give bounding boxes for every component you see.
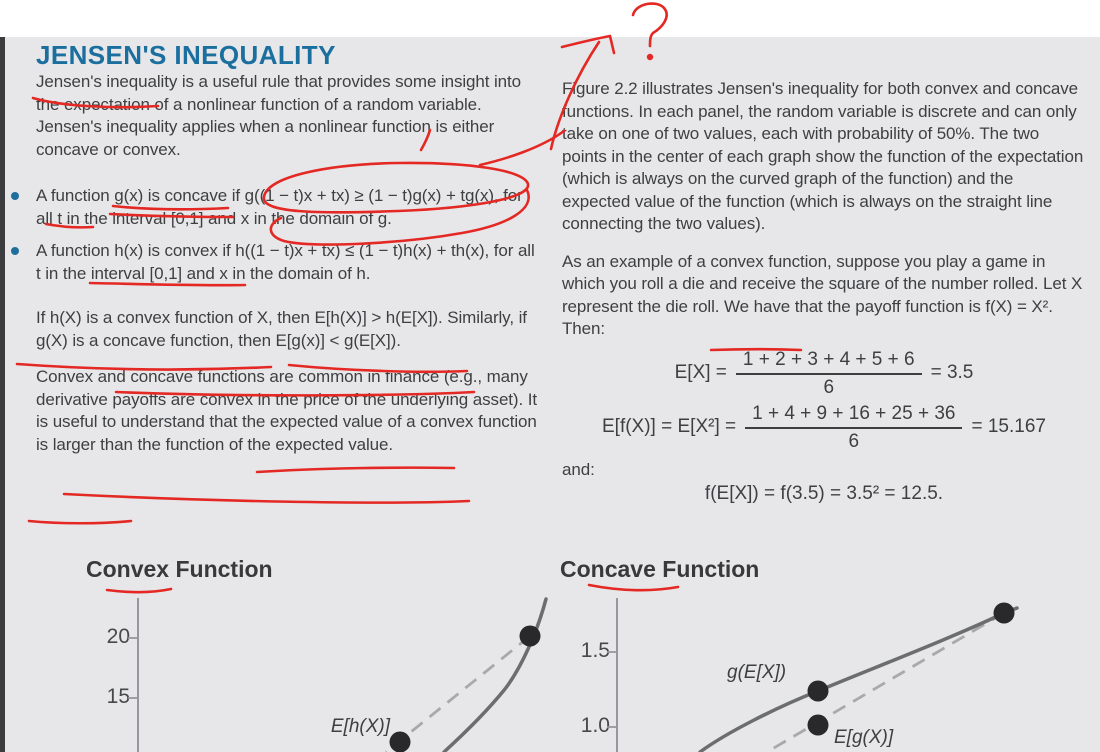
equation-expected-value: E[X] = 1 + 2 + 3 + 4 + 5 + 6 6 = 3.5 [562, 349, 1086, 399]
fraction: 1 + 2 + 3 + 4 + 5 + 6 6 [735, 349, 922, 399]
page-edge-bar [0, 37, 5, 752]
equation-expected-payoff: E[f(X)] = E[X²] = 1 + 4 + 9 + 16 + 25 + … [562, 403, 1086, 453]
bullet-icon [11, 247, 19, 255]
and-connector: and: [562, 459, 595, 479]
equation-result: = 3.5 [930, 362, 974, 384]
right-column: Figure 2.2 illustrates Jensen's inequali… [562, 78, 1086, 506]
finance-paragraph: Convex and concave functions are common … [36, 367, 537, 454]
concave-ytick-1-0: 1.0 [580, 714, 610, 737]
equation-lhs: E[f(X)] = E[X²] = [602, 416, 737, 438]
convex-ytick-15: 15 [106, 685, 130, 708]
bullet-convex-text: A function h(x) is convex if h((1 − t)x … [36, 241, 535, 283]
left-column: Jensen's inequality is a useful rule tha… [11, 71, 542, 456]
example-paragraph: As an example of a convex function, supp… [562, 251, 1083, 339]
section-title: JENSEN'S INEQUALITY [36, 40, 336, 70]
inequality-paragraph: If h(X) is a convex function of X, then … [36, 308, 527, 350]
concave-chart-title: Concave Function [560, 556, 760, 582]
fraction-numerator: 1 + 2 + 3 + 4 + 5 + 6 [735, 349, 922, 375]
bullet-concave-text: A function g(x) is concave if g((1 − t)x… [36, 186, 523, 228]
bullet-icon [11, 192, 19, 200]
fraction-denominator: 6 [823, 376, 835, 398]
label-expected-h-of-x: E[h(X)] [330, 716, 390, 737]
fraction-denominator: 6 [848, 430, 860, 452]
fraction-numerator: 1 + 4 + 9 + 16 + 25 + 36 [745, 403, 963, 429]
figure-description-paragraph: Figure 2.2 illustrates Jensen's inequali… [562, 79, 1084, 233]
bullet-concave-definition: A function g(x) is concave if g((1 − t)x… [11, 185, 542, 230]
convex-chart-title: Convex Function [86, 556, 273, 582]
intro-paragraph: Jensen's inequality is a useful rule tha… [36, 72, 521, 159]
concave-ytick-1-5: 1.5 [580, 639, 610, 662]
definition-list: A function g(x) is concave if g((1 − t)x… [11, 185, 542, 285]
equation-result: = 15.167 [971, 416, 1046, 438]
fraction: 1 + 4 + 9 + 16 + 25 + 36 6 [745, 403, 963, 453]
label-expected-g-of-x: E[g(X)] [834, 727, 894, 748]
label-g-of-expected-x: g(E[X]) [727, 662, 787, 683]
equation-payoff-of-expectation: f(E[X]) = f(3.5) = 3.5² = 12.5. [704, 483, 944, 504]
equation-lhs: E[X] = [674, 362, 727, 384]
convex-ytick-20: 20 [106, 625, 130, 648]
bullet-convex-definition: A function h(x) is convex if h((1 − t)x … [11, 240, 542, 285]
